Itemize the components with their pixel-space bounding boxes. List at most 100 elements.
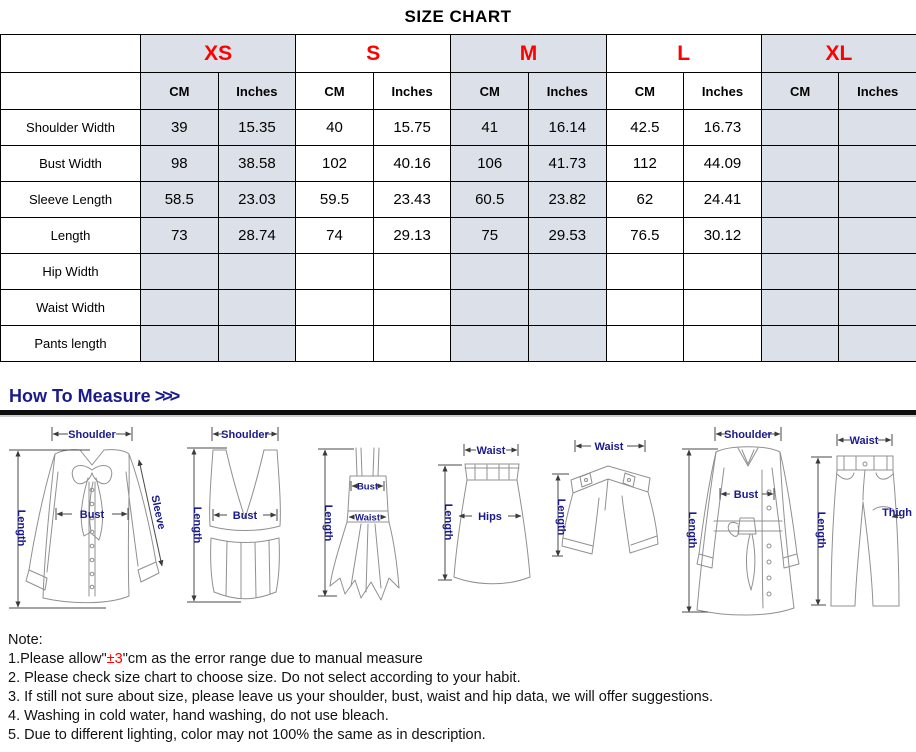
table-row: Sleeve Length 58.5 23.03 59.5 23.43 60.5… bbox=[0, 181, 916, 218]
value-cell: 73 bbox=[140, 217, 219, 254]
label-length: Length bbox=[322, 505, 334, 542]
value-cell bbox=[760, 181, 840, 218]
label-waist: Waist bbox=[355, 513, 381, 524]
value-cell bbox=[683, 289, 762, 326]
figure-blouse: Shoulder Length Bust Sleeve bbox=[9, 427, 167, 609]
value-cell bbox=[450, 289, 529, 326]
value-cell: 58.5 bbox=[140, 181, 219, 218]
value-cell: 28.74 bbox=[217, 217, 297, 254]
figure-trench-coat: Shoulder Length Bust bbox=[682, 427, 800, 616]
table-row: Waist Width bbox=[0, 289, 916, 326]
value-cell: 106 bbox=[450, 145, 529, 182]
notes-section: Note: 1.Please allow"±3"cm as the error … bbox=[0, 625, 916, 745]
figure-slip-dress: Bust Waist Length bbox=[318, 447, 400, 601]
value-cell: 24.41 bbox=[683, 181, 762, 218]
row-label: Waist Width bbox=[0, 289, 141, 326]
dress-drawing bbox=[329, 447, 400, 601]
label-sleeve: Sleeve bbox=[148, 494, 167, 531]
unit-header: CM bbox=[450, 72, 529, 110]
value-cell bbox=[528, 253, 607, 290]
size-header-xs: XS bbox=[139, 34, 297, 73]
unit-header: Inches bbox=[217, 72, 297, 110]
label-shoulder: Shoulder bbox=[724, 429, 772, 441]
how-to-measure-label: How To Measure bbox=[9, 386, 151, 406]
value-cell bbox=[295, 253, 374, 290]
row-label: Length bbox=[0, 217, 141, 254]
unit-header: Inches bbox=[528, 72, 607, 110]
note-line-2: 2. Please check size chart to choose siz… bbox=[8, 670, 521, 686]
label-length: Length bbox=[686, 512, 698, 549]
figure-vest-top: Shoulder Length Bust bbox=[186, 427, 281, 603]
corner-cell bbox=[0, 34, 141, 73]
value-cell: 98 bbox=[140, 145, 219, 182]
unit-header: CM bbox=[295, 72, 374, 110]
unit-header: Inches bbox=[683, 72, 762, 110]
size-header-l: L bbox=[605, 34, 762, 73]
value-cell bbox=[372, 289, 452, 326]
value-cell bbox=[528, 289, 607, 326]
size-header-s: S bbox=[295, 34, 452, 73]
unit-header: Inches bbox=[838, 72, 916, 110]
measurement-figures: Shoulder Length Bust Sleeve bbox=[0, 417, 916, 625]
value-cell bbox=[838, 181, 916, 218]
value-cell bbox=[760, 325, 840, 362]
unit-header: Inches bbox=[372, 72, 452, 110]
value-cell: 41 bbox=[450, 109, 529, 146]
value-cell: 15.35 bbox=[217, 109, 297, 146]
note-1-prefix: 1.Please allow" bbox=[8, 651, 107, 667]
row-label: Hip Width bbox=[0, 253, 141, 290]
table-row: Shoulder Width 39 15.35 40 15.75 41 16.1… bbox=[0, 109, 916, 146]
value-cell bbox=[372, 253, 452, 290]
value-cell bbox=[295, 289, 374, 326]
value-cell bbox=[140, 289, 219, 326]
value-cell: 40 bbox=[295, 109, 374, 146]
value-cell: 112 bbox=[605, 145, 685, 182]
label-thigh: Thigh bbox=[882, 507, 912, 519]
size-table: XS S M L XL CM Inches CM Inches CM Inche… bbox=[0, 34, 916, 362]
notes-heading: Note: bbox=[8, 632, 43, 648]
table-row: Pants length bbox=[0, 325, 916, 362]
coat-drawing bbox=[696, 446, 800, 616]
value-cell: 23.03 bbox=[217, 181, 297, 218]
note-line-3: 3. If still not sure about size, please … bbox=[8, 689, 713, 705]
label-waist: Waist bbox=[594, 441, 623, 453]
value-cell: 23.43 bbox=[372, 181, 452, 218]
value-cell bbox=[760, 145, 840, 182]
value-cell bbox=[760, 217, 840, 254]
size-header-xl: XL bbox=[760, 34, 916, 73]
value-cell: 38.58 bbox=[217, 145, 297, 182]
corner-cell bbox=[0, 72, 141, 110]
value-cell bbox=[760, 289, 840, 326]
vest-drawing bbox=[208, 449, 281, 600]
value-cell bbox=[372, 325, 452, 362]
value-cell bbox=[295, 325, 374, 362]
unit-header-row: CM Inches CM Inches CM Inches CM Inches … bbox=[0, 72, 916, 110]
value-cell bbox=[140, 325, 219, 362]
value-cell: 23.82 bbox=[528, 181, 607, 218]
value-cell bbox=[683, 325, 762, 362]
page-title: SIZE CHART bbox=[404, 7, 512, 26]
value-cell bbox=[450, 325, 529, 362]
value-cell bbox=[760, 109, 840, 146]
shorts-drawing bbox=[561, 465, 659, 555]
figure-shorts: Waist Length bbox=[551, 440, 659, 557]
value-cell: 29.13 bbox=[372, 217, 452, 254]
row-label: Bust Width bbox=[0, 145, 141, 182]
unit-header: CM bbox=[605, 72, 685, 110]
figure-jeans: Waist Length Thigh bbox=[810, 434, 912, 607]
label-bust: Bust bbox=[734, 489, 759, 501]
label-length: Length bbox=[442, 504, 454, 541]
chevron-right-icon: >>> bbox=[154, 386, 180, 406]
label-waist: Waist bbox=[849, 435, 878, 447]
blouse-drawing bbox=[25, 449, 160, 604]
value-cell: 60.5 bbox=[450, 181, 529, 218]
value-cell bbox=[838, 289, 916, 326]
size-header-m: M bbox=[450, 34, 607, 73]
value-cell bbox=[217, 253, 297, 290]
value-cell: 39 bbox=[140, 109, 219, 146]
note-line-1: 1.Please allow"±3"cm as the error range … bbox=[8, 650, 908, 669]
table-row: Bust Width 98 38.58 102 40.16 106 41.73 … bbox=[0, 145, 916, 182]
value-cell: 41.73 bbox=[528, 145, 607, 182]
value-cell: 16.14 bbox=[528, 109, 607, 146]
value-cell bbox=[838, 109, 916, 146]
